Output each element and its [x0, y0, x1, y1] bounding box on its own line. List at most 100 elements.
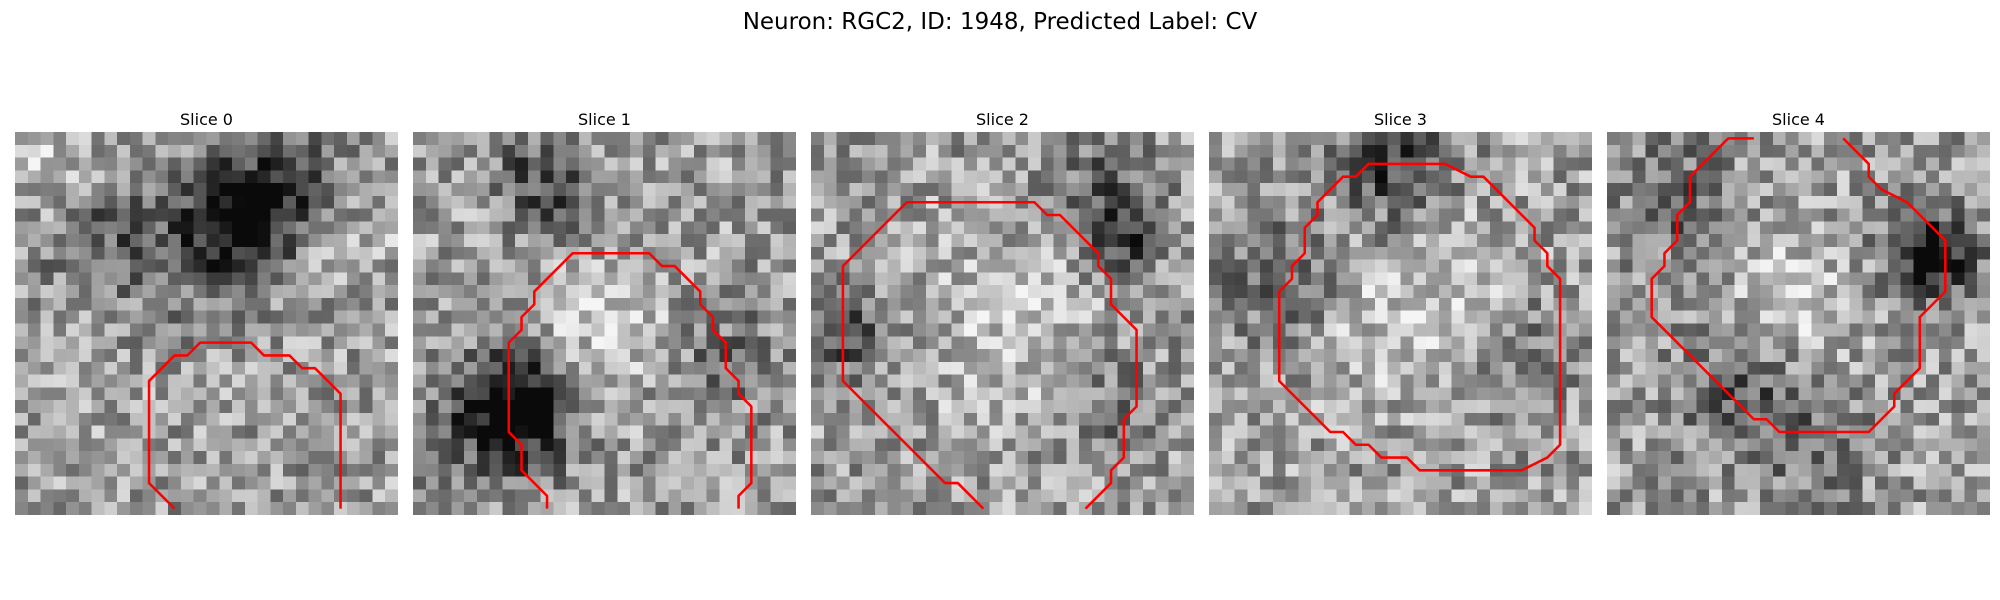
image-pixel — [527, 451, 541, 465]
image-pixel — [811, 463, 825, 477]
image-pixel — [604, 195, 618, 209]
image-pixel — [232, 438, 246, 452]
image-pixel — [1721, 336, 1735, 350]
image-pixel — [1298, 272, 1312, 286]
image-pixel — [770, 310, 784, 324]
image-pixel — [1234, 323, 1248, 337]
image-pixel — [1798, 259, 1812, 273]
image-pixel — [913, 489, 927, 503]
image-pixel — [438, 285, 452, 299]
image-pixel — [874, 349, 888, 363]
image-pixel — [913, 132, 927, 146]
image-pixel — [206, 451, 220, 465]
image-pixel — [193, 323, 207, 337]
image-pixel — [1489, 170, 1503, 184]
image-pixel — [976, 246, 990, 260]
image-pixel — [1221, 387, 1235, 401]
image-pixel — [1104, 259, 1118, 273]
image-pixel — [1951, 272, 1965, 286]
image-pixel — [1772, 438, 1786, 452]
image-pixel — [1168, 387, 1182, 401]
image-pixel — [976, 208, 990, 222]
image-pixel — [1221, 259, 1235, 273]
image-pixel — [811, 259, 825, 273]
image-pixel — [1285, 349, 1299, 363]
image-pixel — [1645, 323, 1659, 337]
image-pixel — [849, 310, 863, 324]
image-pixel — [489, 234, 503, 248]
image-pixel — [719, 323, 733, 337]
image-pixel — [1900, 285, 1914, 299]
image-pixel — [1709, 221, 1723, 235]
image-pixel — [1489, 387, 1503, 401]
image-pixel — [1221, 208, 1235, 222]
image-pixel — [1053, 170, 1067, 184]
image-pixel — [1234, 476, 1248, 490]
image-pixel — [887, 374, 901, 388]
image-pixel — [578, 132, 592, 146]
image-pixel — [78, 361, 92, 375]
image-pixel — [1104, 412, 1118, 426]
image-pixel — [757, 489, 771, 503]
image-pixel — [53, 259, 67, 273]
image-pixel — [1181, 451, 1194, 465]
image-pixel — [836, 132, 850, 146]
image-pixel — [874, 272, 888, 286]
image-pixel — [502, 132, 516, 146]
image-pixel — [1632, 502, 1646, 515]
image-pixel — [1247, 272, 1261, 286]
image-pixel — [976, 438, 990, 452]
image-pixel — [783, 170, 796, 184]
image-pixel — [1260, 234, 1274, 248]
image-pixel — [1951, 221, 1965, 235]
image-pixel — [1696, 170, 1710, 184]
image-pixel — [1040, 246, 1054, 260]
image-pixel — [155, 132, 169, 146]
image-pixel — [270, 502, 284, 515]
image-pixel — [53, 195, 67, 209]
image-pixel — [900, 323, 914, 337]
image-pixel — [489, 374, 503, 388]
image-pixel — [1900, 246, 1914, 260]
image-pixel — [142, 132, 156, 146]
image-pixel — [1811, 336, 1825, 350]
image-pixel — [1464, 400, 1478, 414]
image-pixel — [502, 246, 516, 260]
image-pixel — [1632, 297, 1646, 311]
image-pixel — [1515, 438, 1529, 452]
image-pixel — [1836, 310, 1850, 324]
image-pixel — [270, 323, 284, 337]
image-pixel — [321, 272, 335, 286]
image-pixel — [604, 285, 618, 299]
image-pixel — [244, 208, 258, 222]
image-pixel — [655, 412, 669, 426]
image-pixel — [604, 438, 618, 452]
image-pixel — [1181, 259, 1194, 273]
image-pixel — [989, 272, 1003, 286]
image-pixel — [527, 310, 541, 324]
image-pixel — [1053, 412, 1067, 426]
image-pixel — [1619, 221, 1633, 235]
image-pixel — [1709, 463, 1723, 477]
slice-panel-3: Slice 3 — [1209, 108, 1592, 515]
image-pixel — [693, 310, 707, 324]
image-pixel — [874, 195, 888, 209]
image-pixel — [1400, 323, 1414, 337]
image-pixel — [1875, 195, 1889, 209]
image-pixel — [1553, 183, 1567, 197]
image-pixel — [976, 272, 990, 286]
image-pixel — [1477, 259, 1491, 273]
image-pixel — [655, 246, 669, 260]
image-pixel — [413, 476, 427, 490]
image-pixel — [1938, 438, 1952, 452]
image-pixel — [1696, 246, 1710, 260]
image-pixel — [1079, 361, 1093, 375]
image-pixel — [900, 272, 914, 286]
image-pixel — [413, 323, 427, 337]
image-pixel — [1502, 310, 1516, 324]
image-pixel — [1168, 374, 1182, 388]
image-pixel — [1938, 221, 1952, 235]
image-pixel — [1142, 144, 1156, 158]
image-pixel — [451, 336, 465, 350]
image-pixel — [1721, 310, 1735, 324]
